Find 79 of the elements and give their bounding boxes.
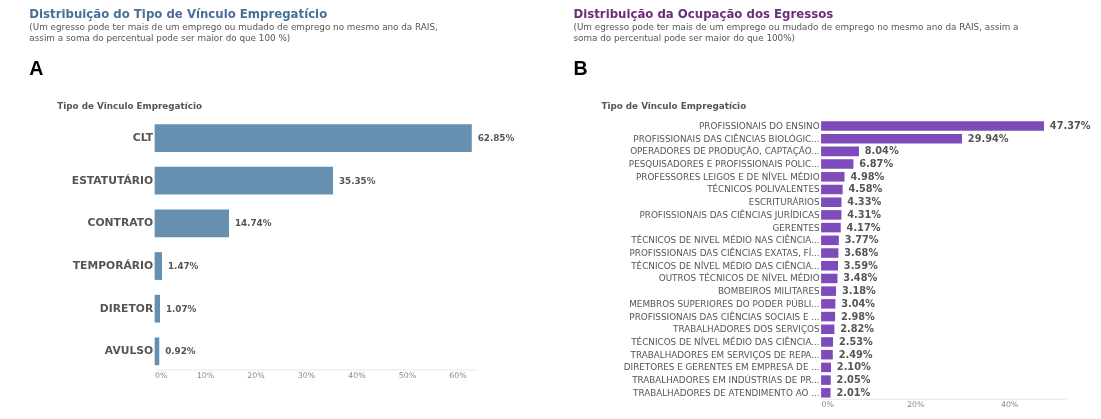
y-tick-label: DIRETORES E GERENTES EM EMPRESA DE ... [623,362,820,373]
y-tick-label: TRABALHADORES DOS SERVIÇOS [672,324,821,335]
y-axis-title: Tipo de Vinculo Empregatício [601,100,747,111]
bar [154,209,230,238]
data-label: 2.98% [840,310,876,322]
y-tick-label: TÉCNICOS POLIVALENTES [706,183,821,195]
data-label: 1.07% [165,303,197,314]
data-label: 35.35% [338,175,376,186]
text: Distribuição da Ocupação dos Egressos [573,7,834,22]
y-axis-title: Tipo de Vinculo Empregatício [57,100,203,111]
data-label: 4.98% [850,170,885,182]
x-tick-label: 40% [1001,400,1019,410]
data-label: 2.53% [838,335,873,347]
y-tick-label: PROFISSIONAIS DAS CIÊNCIAS EXATAS, FÍ... [629,246,820,258]
y-tick-label: TRABALHADORES DE ATENDIMENTO AO ... [632,387,820,398]
data-label: 62.85% [477,133,515,143]
y-tick-label: TRABALHADORES EM SERVIÇOS DE REPA... [629,349,820,360]
data-label: 4.58% [848,183,883,195]
y-tick-label: OPERADORES DE PRODUÇÃO, CAPTAÇÃO... [630,146,820,157]
data-label: 3.18% [841,285,877,297]
text: A [29,56,44,79]
y-tick-label: PROFISSIONAIS DAS CIÊNCIAS BIOLÓGIC... [633,132,820,144]
y-tick-label: PESQUISADORES E PROFISSIONAIS POLIC... [628,159,820,170]
data-label: 47.37% [1049,119,1091,131]
data-label: 2.10% [836,361,871,373]
data-label: 3.59% [843,259,878,271]
data-label: 4.31% [847,208,882,220]
bar [154,294,161,323]
y-tick-label: ESCRITURÁRIOS [748,196,821,208]
chart-subtitle: (Um egresso pode ter mais de um emprego ou mudado de emprego no mesmo ano da RAIS, assim a soma do percentual pode ser maior do que 100%) [573,21,1019,43]
x-tick-label: 0% [821,400,834,410]
x-tick-label: 30% [297,370,316,380]
x-tick-label: 40% [348,370,366,380]
y-tick-label: AVULSO [104,344,154,358]
x-tick-label: 0% [155,370,168,380]
data-label: 4.17% [846,221,881,233]
y-tick-label: BOMBEIROS MILITARES [717,286,821,297]
y-tick-label: OUTROS TÉCNICOS DE NÍVEL MÉDIO [658,272,820,284]
y-tick-label: PROFISSIONAIS DO ENSINO [699,120,820,131]
data-label: 14.74% [234,218,272,229]
x-tick-label: 50% [398,370,417,380]
y-tick-label: TEMPORÁRIO [72,258,154,272]
bar [154,124,472,152]
chart-subtitle: (Um egresso pode ter mais de um emprego ou mudado de emprego no mesmo ano da RAIS, assim a soma do percentual pode ser maior do que 100 %) [29,21,438,43]
y-tick-label: GERENTES [772,222,821,233]
y-tick-label: TÉCNICOS DE NIVEL MÉDIO NAS CIÊNCIA... [630,234,820,246]
x-tick-label: 60% [449,370,467,380]
x-tick-label: 20% [907,400,925,410]
y-tick-label: DIRETOR [99,301,154,315]
y-tick-label: PROFESSORES LEIGOS E DE NÍVEL MÉDIO [635,170,820,182]
y-tick-label: TRABALHADORES EM INDÚSTRIAS DE PR... [631,374,820,386]
y-tick-label: PROFISSIONAIS DAS CIÊNCIAS JURÍDICAS [639,208,821,220]
bar [154,166,334,195]
y-tick-label: CLT [132,131,154,144]
y-tick-label: CONTRATO [87,216,154,230]
y-tick-label: MEMBROS SUPERIORES DO PODER PÚBLI... [629,297,820,309]
y-tick-label: TÉCNICOS DE NÍVEL MÉDIO DAS CIÊNCIA... [630,259,820,271]
data-label: 3.68% [844,246,879,258]
data-label: 3.48% [843,272,878,284]
y-tick-label: PROFISSIONAIS DAS CIÊNCIAS SOCIAIS E ... [629,310,820,322]
x-tick-label: 10% [196,370,215,380]
data-label: 8.04% [864,145,899,157]
bar [154,252,163,280]
data-label: 2.01% [836,386,871,398]
data-label: 3.04% [841,297,876,309]
data-label: 2.49% [838,348,873,360]
y-tick-label: TÉCNICOS DE NÍVEL MÉDIO DAS CIÊNCIA... [630,335,820,347]
x-tick-label: 20% [247,370,265,380]
data-label: 4.33% [847,196,882,208]
data-label: 1.47% [167,260,199,271]
data-label: 3.77% [844,234,879,246]
data-label: 2.05% [836,374,871,386]
data-label: 0.92% [165,346,196,357]
data-label: 29.94% [967,132,1009,144]
data-label: 2.82% [840,323,875,335]
y-tick-label: ESTATUTÁRIO [71,173,154,187]
chart-title: Distribuição do Tipo de Vínculo Empregatício [29,7,328,22]
text: B [573,56,588,79]
data-label: 6.87% [859,158,894,170]
